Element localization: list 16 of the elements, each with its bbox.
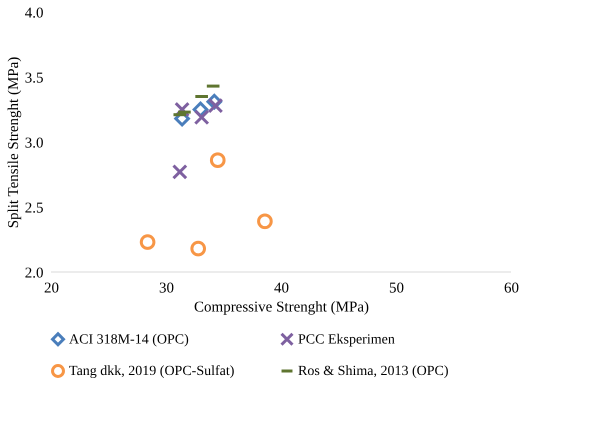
- y-tick-label: 2.5: [24, 200, 44, 216]
- y-axis-title: Split Tensile Strenght (MPa): [6, 56, 22, 228]
- legend-label: Tang dkk, 2019 (OPC-Sulfat): [69, 364, 235, 379]
- y-tick-label: 3.0: [24, 136, 44, 152]
- legend-label: Ros & Shima, 2013 (OPC): [298, 364, 449, 379]
- x-tick-label: 60: [504, 280, 519, 296]
- x-tick-label: 30: [159, 280, 174, 296]
- x-tick-label: 50: [389, 280, 404, 296]
- y-tick-label: 4.0: [24, 6, 44, 22]
- legend-label: PCC Eksperimen: [298, 332, 395, 348]
- x-axis-title: Compressive Strenght (MPa): [194, 300, 369, 316]
- x-tick-label: 20: [44, 280, 59, 296]
- x-tick-label: 40: [274, 280, 289, 296]
- y-tick-label: 3.5: [24, 70, 44, 86]
- legend-label: ACI 318M-14 (OPC): [69, 332, 190, 348]
- y-tick-label: 2.0: [24, 266, 44, 282]
